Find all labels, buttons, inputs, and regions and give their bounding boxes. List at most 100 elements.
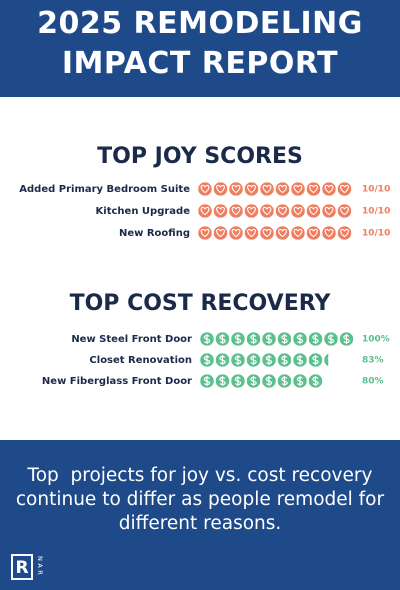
icon [260, 182, 274, 196]
icon-disc [322, 182, 336, 196]
heart-glyph [200, 206, 210, 216]
heart-glyph [200, 228, 210, 238]
icon-disc [213, 204, 228, 218]
icon [277, 353, 292, 367]
icon-disc [337, 182, 352, 196]
icon-disc [275, 204, 290, 218]
dollar-glyph [203, 355, 211, 365]
icon [246, 332, 261, 346]
icon-disc [324, 353, 329, 367]
icon [306, 182, 321, 196]
icon [244, 226, 259, 240]
logo-text: NAR [36, 556, 44, 577]
icon [262, 353, 276, 367]
icon [337, 226, 352, 240]
dollar-glyph [281, 376, 288, 386]
heart-glyph [309, 228, 318, 238]
icon [198, 226, 212, 240]
dollar-glyph [219, 376, 226, 386]
value-label: 80% [362, 377, 384, 387]
icon-disc [291, 204, 305, 218]
logo-box [11, 554, 33, 580]
heart-glyph [278, 228, 287, 238]
heart-glyph [262, 228, 272, 238]
icon-disc [244, 226, 259, 240]
icon [275, 182, 290, 196]
icon [275, 226, 290, 240]
icon-row [198, 182, 352, 196]
icon-disc [306, 226, 321, 240]
dollar-glyph [265, 355, 273, 365]
icon [213, 226, 228, 240]
icon [322, 204, 336, 218]
dollar-glyph [234, 376, 242, 386]
dollar-glyph [327, 357, 329, 364]
icon [262, 374, 276, 388]
icon-row [200, 353, 329, 367]
footer-band [0, 440, 400, 590]
icon-disc [229, 182, 243, 196]
icon [215, 353, 230, 367]
icon [231, 332, 245, 346]
heart-glyph [293, 184, 303, 194]
icon-disc [229, 226, 243, 240]
report-title: 2025 REMODELING IMPACT REPORT [37, 6, 374, 81]
icon [244, 182, 259, 196]
icon-disc [213, 226, 228, 240]
dollar-glyph [234, 334, 242, 344]
dollar-glyph [312, 355, 319, 365]
heart-glyph [293, 228, 303, 238]
heart-glyph [293, 206, 303, 216]
heart-glyph [262, 184, 272, 194]
value-label: 83% [362, 356, 384, 366]
dollar-glyph [281, 334, 288, 344]
heart-glyph [309, 184, 318, 194]
dollar-glyph [296, 355, 304, 365]
heart-glyph [309, 206, 318, 216]
icon [293, 374, 307, 388]
icon [306, 204, 321, 218]
icon-disc [337, 226, 352, 240]
row-label: New Steel Front Door [71, 334, 192, 345]
dollar-glyph [250, 355, 257, 365]
icon-disc [198, 182, 212, 196]
value-label: 10/10 [362, 207, 390, 217]
icon-row [198, 226, 352, 240]
icon [200, 332, 214, 346]
dollar-glyph [250, 334, 257, 344]
icon [322, 182, 336, 196]
heart-glyph [247, 206, 256, 216]
row-label: Added Primary Bedroom Suite [19, 184, 190, 195]
row-label: Kitchen Upgrade [96, 206, 191, 217]
icon [277, 374, 292, 388]
dollar-glyph [343, 334, 350, 344]
icon [324, 353, 329, 367]
heart-glyph [247, 228, 256, 238]
icon-disc [244, 182, 259, 196]
dollar-glyph [296, 376, 304, 386]
heart-glyph [216, 228, 225, 238]
icon [198, 182, 212, 196]
heart-glyph [216, 206, 225, 216]
dollar-glyph [312, 334, 319, 344]
heart-glyph [278, 184, 287, 194]
heart-glyph [340, 206, 349, 216]
icon [200, 353, 214, 367]
icon-disc [213, 182, 228, 196]
footer-text: Top projects for joy vs. cost recovery c… [15, 465, 385, 534]
icon [308, 353, 323, 367]
heart-glyph [231, 206, 241, 216]
icon [213, 204, 228, 218]
heart-glyph [216, 184, 225, 194]
dollar-glyph [203, 334, 211, 344]
icon-row [198, 204, 352, 218]
heart-glyph [231, 184, 241, 194]
icon [324, 332, 338, 346]
value-label: 10/10 [362, 229, 390, 239]
icon-disc [198, 204, 212, 218]
icon-disc [322, 204, 336, 218]
icon-disc [260, 182, 274, 196]
icon-row [200, 332, 354, 346]
icon [337, 182, 352, 196]
